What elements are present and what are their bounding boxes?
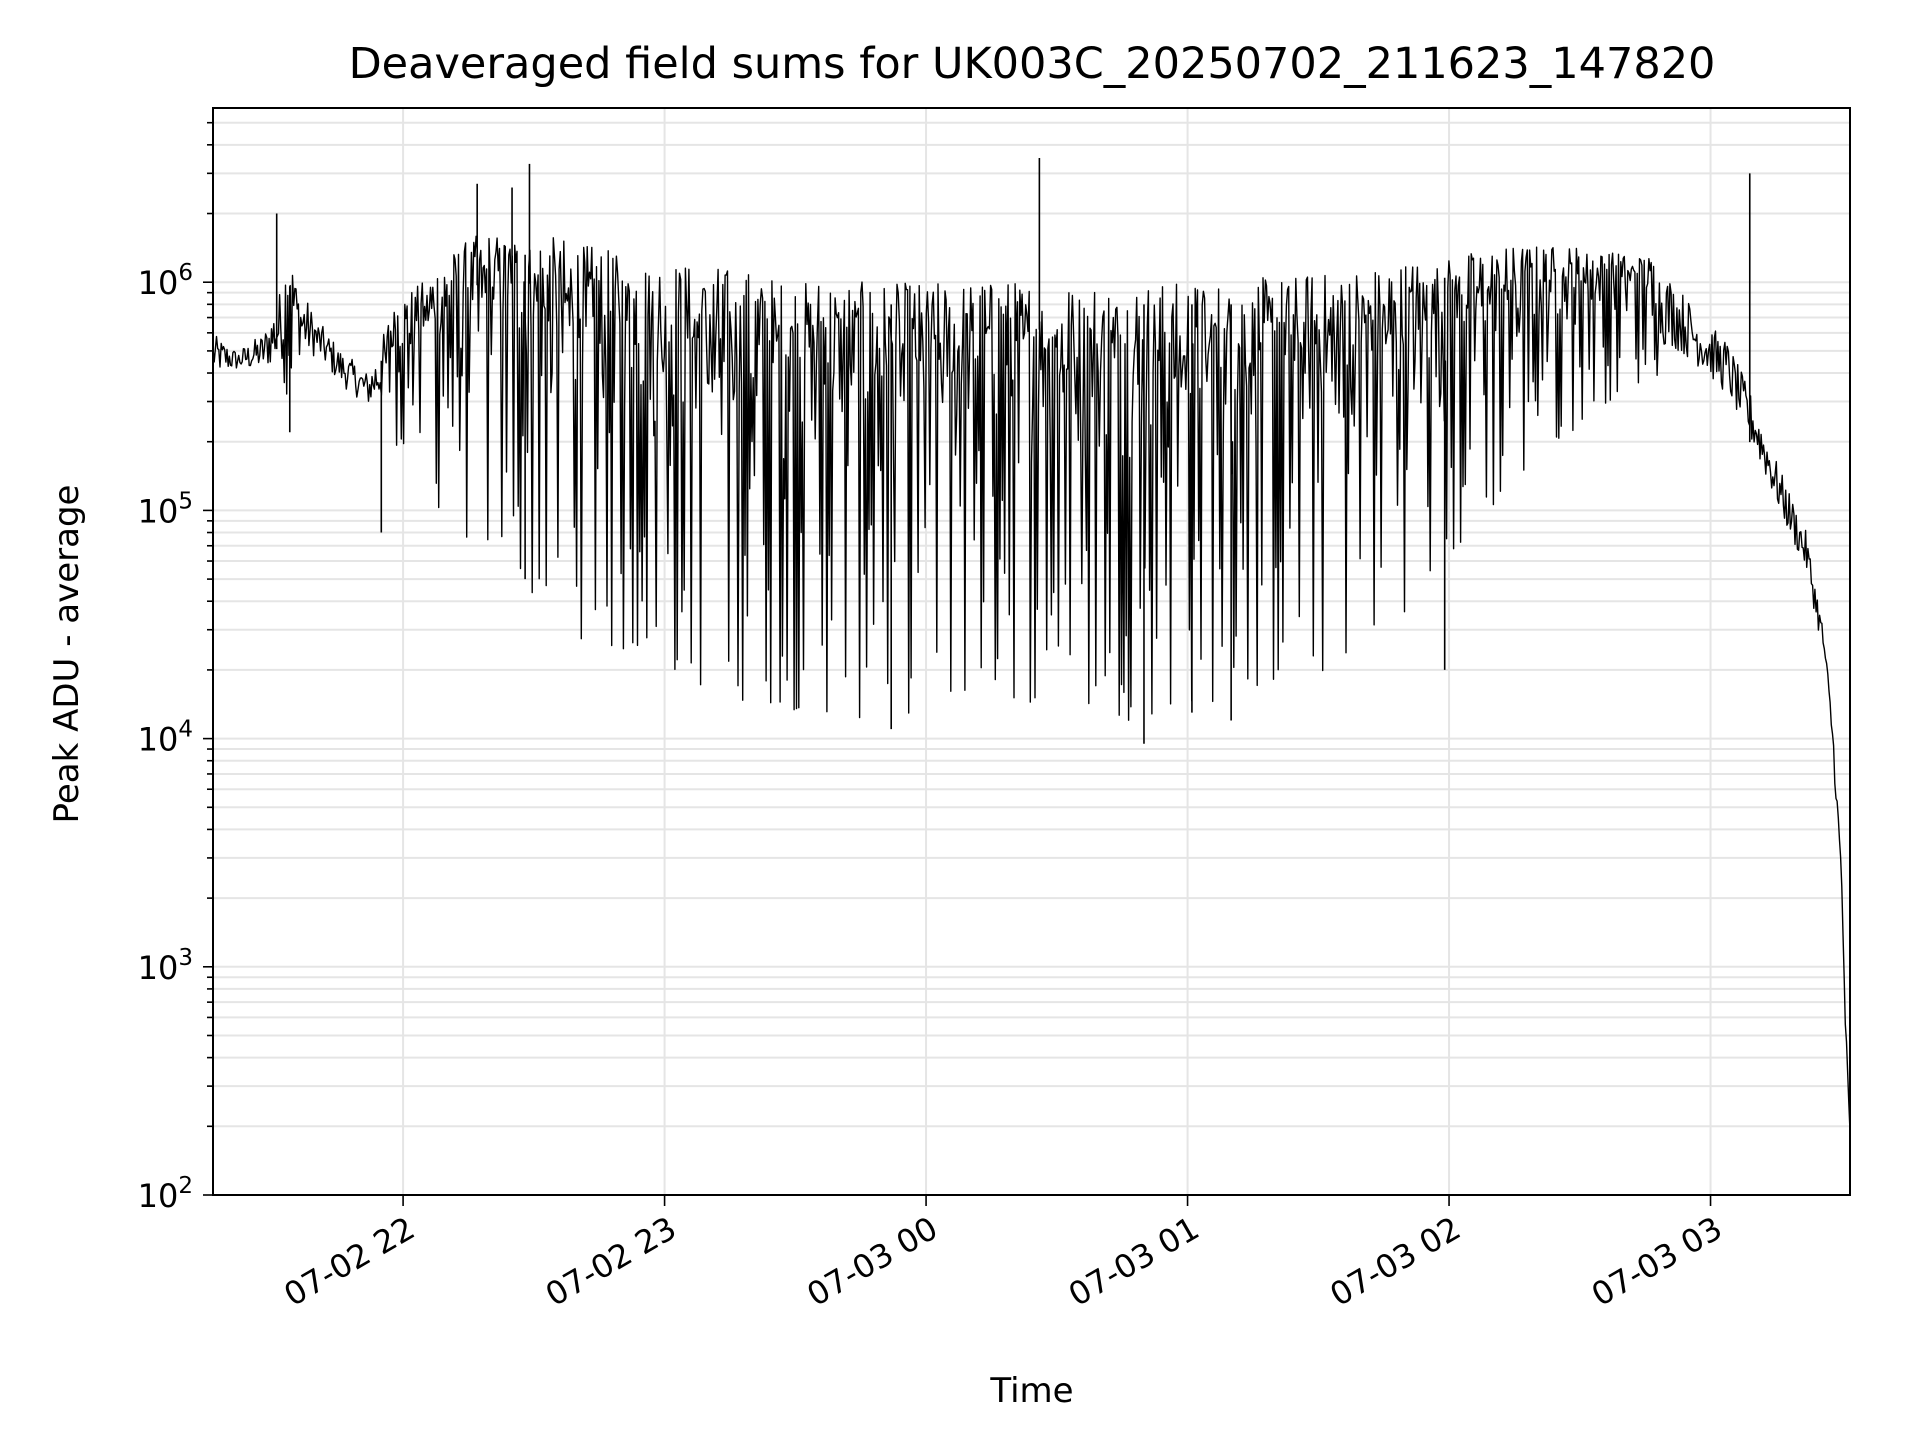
y-tick-label: 102 [138, 1173, 193, 1215]
plot-layer [212, 158, 1851, 1132]
series-line [212, 235, 1851, 1132]
x-axis-label: Time [989, 1371, 1073, 1411]
plot-frame [212, 107, 1851, 1196]
y-tick-label: 105 [138, 488, 193, 530]
y-axis-label: Peak ADU - average [47, 485, 87, 824]
y-tick-label: 103 [138, 945, 193, 987]
chart-title: Deaveraged field sums for UK003C_2025070… [349, 39, 1716, 89]
y-tick-label: 106 [138, 260, 193, 302]
y-tick-label: 104 [138, 717, 193, 759]
